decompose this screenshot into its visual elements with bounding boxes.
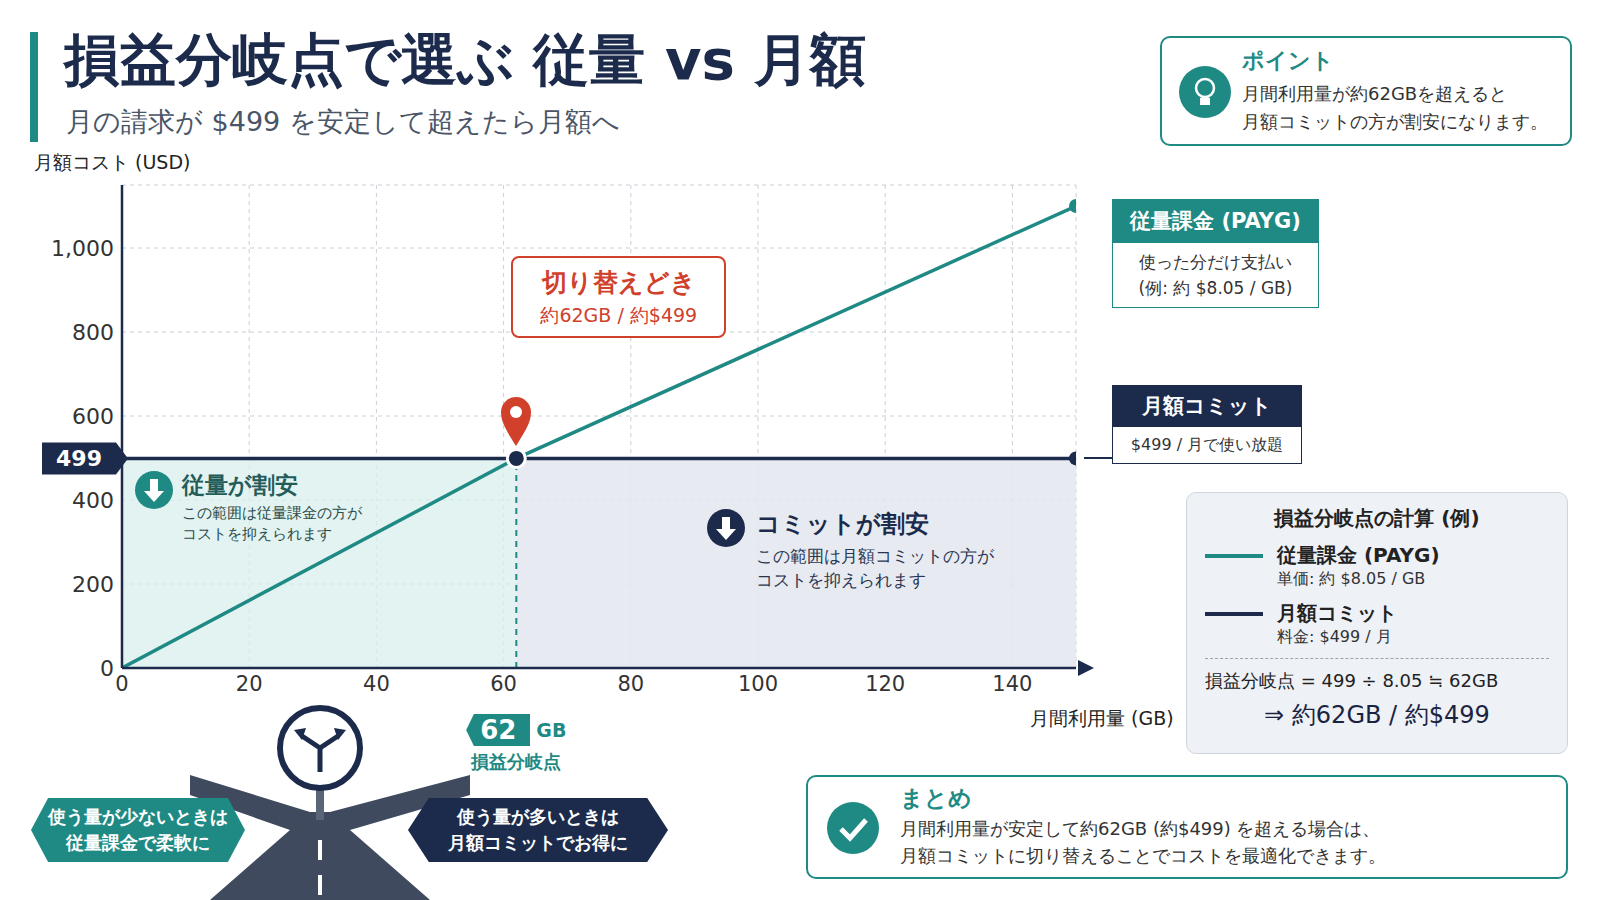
- html-text:$499 / 月で使い放題: $499 / 月で使い放題: [1130, 435, 1284, 454]
- html-text:まとめ: まとめ: [900, 785, 972, 811]
- html-text:コミットが割安: コミットが割安: [756, 510, 930, 539]
- html-text:月の請求が $499 を安定して超えたら月額へ: 月の請求が $499 を安定して超えたら月額へ: [66, 106, 620, 137]
- svg-text:400: 400: [72, 488, 114, 513]
- svg-text:200: 200: [72, 572, 114, 597]
- svg-text:60: 60: [490, 672, 517, 696]
- svg-text:80: 80: [617, 672, 644, 696]
- html-text:従量課金で柔軟に: 従量課金で柔軟に: [66, 832, 210, 853]
- html-text:損益分岐点の計算 (例): 損益分岐点の計算 (例): [1274, 506, 1480, 530]
- html-text:従量が割安: 従量が割安: [182, 472, 298, 499]
- svg-text:100: 100: [738, 672, 778, 696]
- html-text:月間利用量 (GB): 月間利用量 (GB): [1030, 707, 1174, 729]
- html-text:従量課金 (PAYG): 従量課金 (PAYG): [1277, 543, 1440, 567]
- svg-text:140: 140: [992, 672, 1032, 696]
- svg-text:0: 0: [100, 656, 114, 681]
- html-text:コストを抑えられます: コストを抑えられます: [182, 525, 332, 544]
- svg-text:499: 499: [56, 446, 102, 471]
- svg-text:800: 800: [72, 320, 114, 345]
- html-text:月間利用量が安定して約62GB (約$499) を超える場合: 月間利用量が安定して約62GB (約$499) を超える場合は、: [900, 818, 1381, 839]
- html-text:(例: 約 $8.05 / GB): (例: 約 $8.05 / GB): [1138, 278, 1293, 298]
- html-text:月額コミットの方が割安になります。: 月額コミットの方が割安になります。: [1242, 111, 1548, 132]
- svg-text:120: 120: [865, 672, 905, 696]
- html-text:損益分岐点 = 499 ÷ 8.05 ≒ 62GB: 損益分岐点 = 499 ÷ 8.05 ≒ 62GB: [1205, 670, 1499, 691]
- html-text:月額コスト (USD): 月額コスト (USD): [34, 151, 191, 173]
- html-text:月額コミットに切り替えることでコストを最適化できます。: 月額コミットに切り替えることでコストを最適化できます。: [900, 845, 1386, 866]
- svg-text:1,000: 1,000: [51, 236, 114, 261]
- html-text:損益分岐点で選ぶ 従量 vs 月額: 損益分岐点で選ぶ 従量 vs 月額: [64, 27, 867, 92]
- html-text:この範囲は月額コミットの方が: この範囲は月額コミットの方が: [756, 546, 995, 567]
- svg-text:0: 0: [115, 672, 128, 696]
- html-text:62: 62: [480, 715, 517, 745]
- html-text:コストを抑えられます: コストを抑えられます: [756, 570, 927, 591]
- html-text:損益分岐点: 損益分岐点: [471, 751, 562, 772]
- html-text:月間利用量が約62GBを超えると: 月間利用量が約62GBを超えると: [1242, 83, 1508, 104]
- html-text:使う量が少ないときは: 使う量が少ないときは: [48, 806, 228, 827]
- html-text:月額コミット: 月額コミット: [1277, 601, 1397, 625]
- html-text:ポイント: ポイント: [1242, 48, 1334, 73]
- svg-text:600: 600: [72, 404, 114, 429]
- html-text:GB: GB: [536, 719, 567, 741]
- html-text:約62GB / 約$499: 約62GB / 約$499: [540, 304, 698, 327]
- html-text:⇒ 約62GB / 約$499: ⇒ 約62GB / 約$499: [1264, 701, 1490, 729]
- html-text:使う量が多いときは: 使う量が多いときは: [457, 806, 619, 827]
- html-text:月額コミット: 月額コミット: [1142, 394, 1272, 418]
- svg-text:40: 40: [363, 672, 390, 696]
- html-text:単価: 約 $8.05 / GB: 単価: 約 $8.05 / GB: [1277, 569, 1426, 588]
- svg-text:20: 20: [236, 672, 263, 696]
- html-text:料金: $499 / 月: 料金: $499 / 月: [1277, 627, 1392, 646]
- html-text:月額コミットでお得に: 月額コミットでお得に: [448, 832, 628, 853]
- html-text:この範囲は従量課金の方が: この範囲は従量課金の方が: [182, 504, 362, 523]
- html-text:従量課金 (PAYG): 従量課金 (PAYG): [1130, 209, 1301, 233]
- html-text:切り替えどき: 切り替えどき: [541, 268, 696, 298]
- html-text:使った分だけ支払い: 使った分だけ支払い: [1139, 252, 1292, 272]
